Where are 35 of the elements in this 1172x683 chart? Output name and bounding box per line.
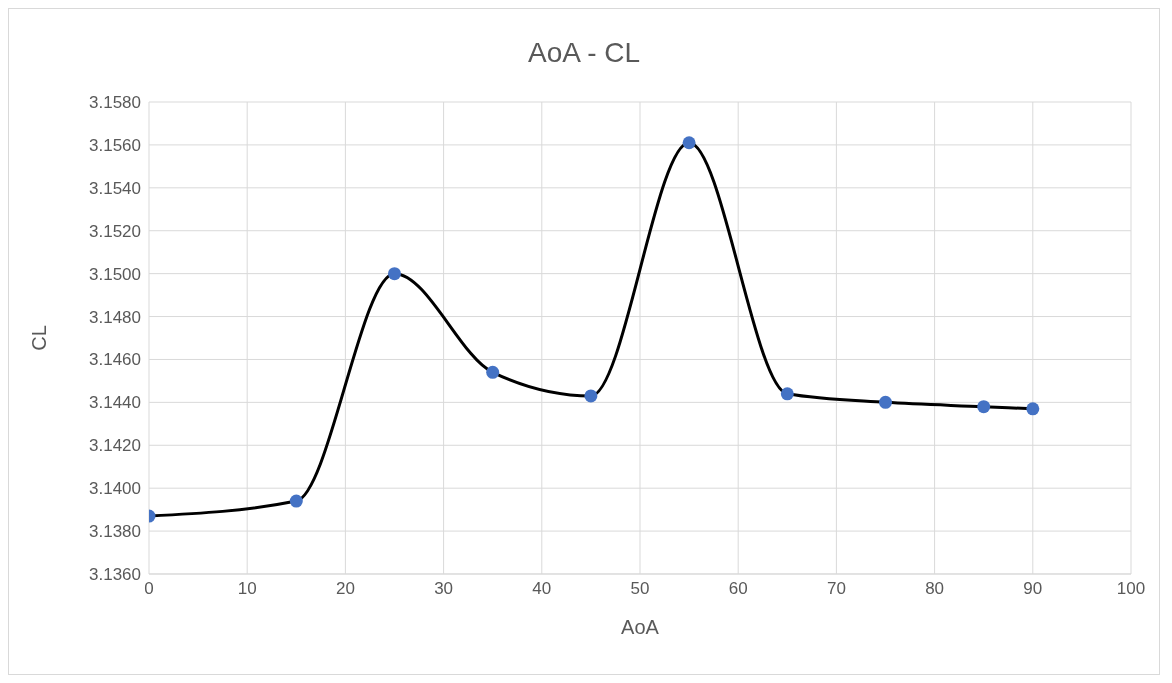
point (977, 400, 991, 414)
x-tick-label: 50 (630, 579, 650, 599)
chart-title: AoA - CL (526, 37, 642, 69)
x-tick-label: 60 (728, 579, 748, 599)
x-tick-label: 80 (925, 579, 945, 599)
point (486, 365, 500, 379)
x-axis-title: AoA (621, 616, 660, 638)
point (780, 387, 794, 401)
x-tick-label: 40 (532, 579, 552, 599)
y-tick-label: 3.1560 (89, 135, 141, 155)
y-tick-label: 3.1380 (89, 522, 141, 542)
x-tick-label: 100 (1116, 579, 1146, 599)
y-tick-label: 3.1460 (89, 350, 141, 370)
y-axis-title: CL (28, 325, 51, 351)
y-tick-label: 3.1400 (89, 479, 141, 499)
x-tick-label: 0 (144, 579, 154, 599)
x-tick-label: 70 (826, 579, 846, 599)
y-tick-label: 3.1360 (89, 565, 141, 585)
x-tick-label: 30 (434, 579, 454, 599)
y-tick-label: 3.1520 (89, 221, 141, 241)
y-tick-label: 3.1500 (89, 264, 141, 284)
y-tick-label: 3.1440 (89, 393, 141, 413)
x-tick-label: 20 (335, 579, 355, 599)
point (388, 267, 401, 281)
point (584, 389, 598, 403)
point (1026, 402, 1040, 416)
point (289, 494, 303, 508)
x-tick-label: 10 (237, 579, 257, 599)
y-tick-label: 3.1580 (89, 93, 141, 113)
point (682, 136, 696, 150)
x-tick-label: 90 (1023, 579, 1043, 599)
y-tick-label: 3.1540 (89, 178, 141, 198)
y-tick-label: 3.1420 (89, 436, 141, 456)
point (879, 395, 892, 409)
y-tick-label: 3.1480 (89, 307, 141, 327)
